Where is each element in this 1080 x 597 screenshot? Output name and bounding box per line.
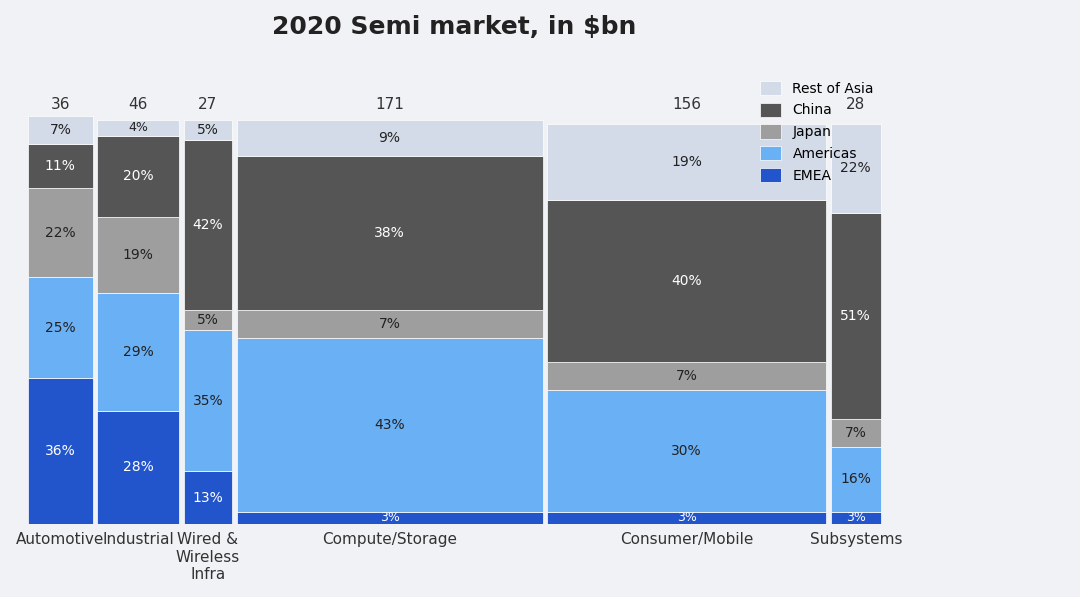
Bar [97, 119, 179, 136]
Text: 16%: 16% [840, 472, 872, 487]
Text: 3%: 3% [846, 511, 866, 524]
Text: 4%: 4% [129, 121, 148, 134]
Text: 29%: 29% [123, 345, 153, 359]
Bar [184, 330, 232, 471]
Bar [97, 217, 179, 294]
Title: 2020 Semi market, in $bn: 2020 Semi market, in $bn [272, 15, 637, 39]
Bar [548, 512, 826, 524]
Text: 3%: 3% [380, 511, 400, 524]
Bar [237, 119, 542, 156]
Text: 43%: 43% [375, 418, 405, 432]
Bar [97, 294, 179, 411]
Bar [831, 124, 881, 213]
Bar [28, 116, 93, 144]
Text: 7%: 7% [676, 370, 698, 383]
Bar [237, 156, 542, 310]
Bar [28, 378, 93, 524]
Text: 25%: 25% [45, 321, 76, 335]
Text: 11%: 11% [45, 159, 76, 173]
Text: 36%: 36% [45, 444, 76, 458]
Bar [237, 338, 542, 512]
Text: 35%: 35% [192, 393, 224, 408]
Text: 7%: 7% [379, 317, 401, 331]
Bar [97, 411, 179, 524]
Legend: Rest of Asia, China, Japan, Americas, EMEA: Rest of Asia, China, Japan, Americas, EM… [755, 75, 879, 188]
Bar [184, 310, 232, 330]
Text: 27: 27 [199, 97, 217, 112]
Bar [831, 418, 881, 447]
Text: 19%: 19% [123, 248, 153, 262]
Bar [237, 512, 542, 524]
Text: 36: 36 [51, 97, 70, 112]
Text: 51%: 51% [840, 309, 872, 323]
Bar [831, 213, 881, 418]
Text: 22%: 22% [840, 161, 872, 175]
Text: 171: 171 [375, 97, 404, 112]
Text: 156: 156 [672, 97, 701, 112]
Text: 9%: 9% [379, 131, 401, 145]
Bar [184, 471, 232, 524]
Text: 13%: 13% [192, 491, 224, 504]
Bar [97, 136, 179, 217]
Bar [237, 310, 542, 338]
Bar [28, 189, 93, 277]
Bar [28, 144, 93, 189]
Text: 20%: 20% [123, 169, 153, 183]
Bar [548, 201, 826, 362]
Bar [548, 390, 826, 512]
Bar [831, 447, 881, 512]
Text: 28: 28 [846, 97, 865, 112]
Text: 42%: 42% [192, 218, 224, 232]
Text: 38%: 38% [375, 226, 405, 240]
Bar [548, 124, 826, 201]
Text: 7%: 7% [50, 123, 71, 137]
Text: 40%: 40% [672, 275, 702, 288]
Text: 22%: 22% [45, 226, 76, 240]
Text: 46: 46 [129, 97, 148, 112]
Bar [28, 277, 93, 378]
Text: 7%: 7% [845, 426, 867, 440]
Text: 5%: 5% [197, 313, 219, 327]
Text: 28%: 28% [123, 460, 153, 474]
Bar [548, 362, 826, 390]
Bar [184, 119, 232, 140]
Bar [831, 512, 881, 524]
Text: 3%: 3% [677, 511, 697, 524]
Text: 5%: 5% [197, 123, 219, 137]
Bar [184, 140, 232, 310]
Text: 19%: 19% [672, 155, 702, 169]
Text: 30%: 30% [672, 444, 702, 458]
